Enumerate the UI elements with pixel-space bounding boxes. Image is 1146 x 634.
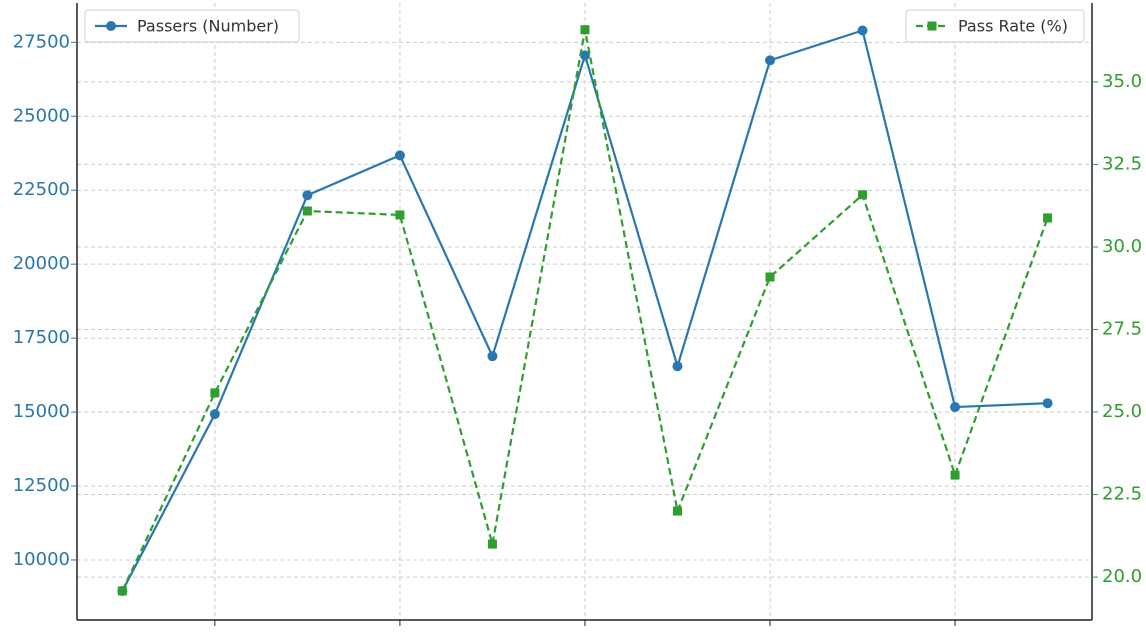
y-tick-label: 12500	[13, 475, 70, 496]
x-tick-label: 8	[764, 631, 775, 634]
y-tick-label: 22500	[13, 179, 70, 200]
point	[302, 190, 313, 201]
legend-label: Passers (Number)	[137, 17, 279, 36]
legend: Pass Rate (%)	[905, 9, 1085, 43]
y2-tick-label: 20.0	[1102, 566, 1142, 587]
point	[579, 50, 590, 61]
point	[1043, 213, 1053, 223]
y2-tick-label: 27.5	[1102, 318, 1142, 339]
point	[302, 206, 312, 216]
legend-marker	[106, 21, 116, 31]
point	[672, 361, 683, 372]
legend-marker	[927, 21, 937, 31]
point	[858, 190, 868, 200]
y-tick-label: 10000	[13, 549, 70, 570]
point	[394, 150, 405, 161]
point	[1042, 398, 1053, 409]
point	[209, 409, 220, 420]
series-line	[121, 29, 1048, 592]
y2-tick-label: 22.5	[1102, 484, 1142, 505]
y2-tick-label: 32.5	[1102, 153, 1142, 174]
y2-tick-label: 25.0	[1102, 401, 1142, 422]
legend-label: Pass Rate (%)	[958, 17, 1068, 36]
series-line	[121, 29, 1049, 592]
x-tick-label: 4	[394, 631, 405, 634]
legend-box	[905, 9, 1085, 43]
point	[950, 402, 961, 413]
x-tick-label: 10	[944, 631, 967, 634]
y-tick-label: 20000	[13, 253, 70, 274]
point	[950, 470, 960, 480]
x-tick-label: 2	[209, 631, 220, 634]
point	[765, 55, 776, 66]
point	[210, 388, 220, 398]
point	[857, 25, 868, 36]
y-tick-label: 17500	[13, 327, 70, 348]
point	[672, 506, 682, 516]
y-tick-label: 25000	[13, 105, 70, 126]
y-tick-label: 27500	[13, 31, 70, 52]
y2-tick-label: 35.0	[1102, 71, 1142, 92]
point	[765, 272, 775, 282]
legend-box	[84, 9, 300, 43]
point	[487, 539, 497, 549]
legend: Passers (Number)	[84, 9, 300, 43]
y-tick-label: 15000	[13, 401, 70, 422]
point	[487, 351, 498, 362]
point	[395, 210, 405, 220]
point	[580, 25, 590, 35]
point	[117, 586, 127, 596]
y2-tick-label: 30.0	[1102, 236, 1142, 257]
x-tick-label: 6	[579, 631, 590, 634]
